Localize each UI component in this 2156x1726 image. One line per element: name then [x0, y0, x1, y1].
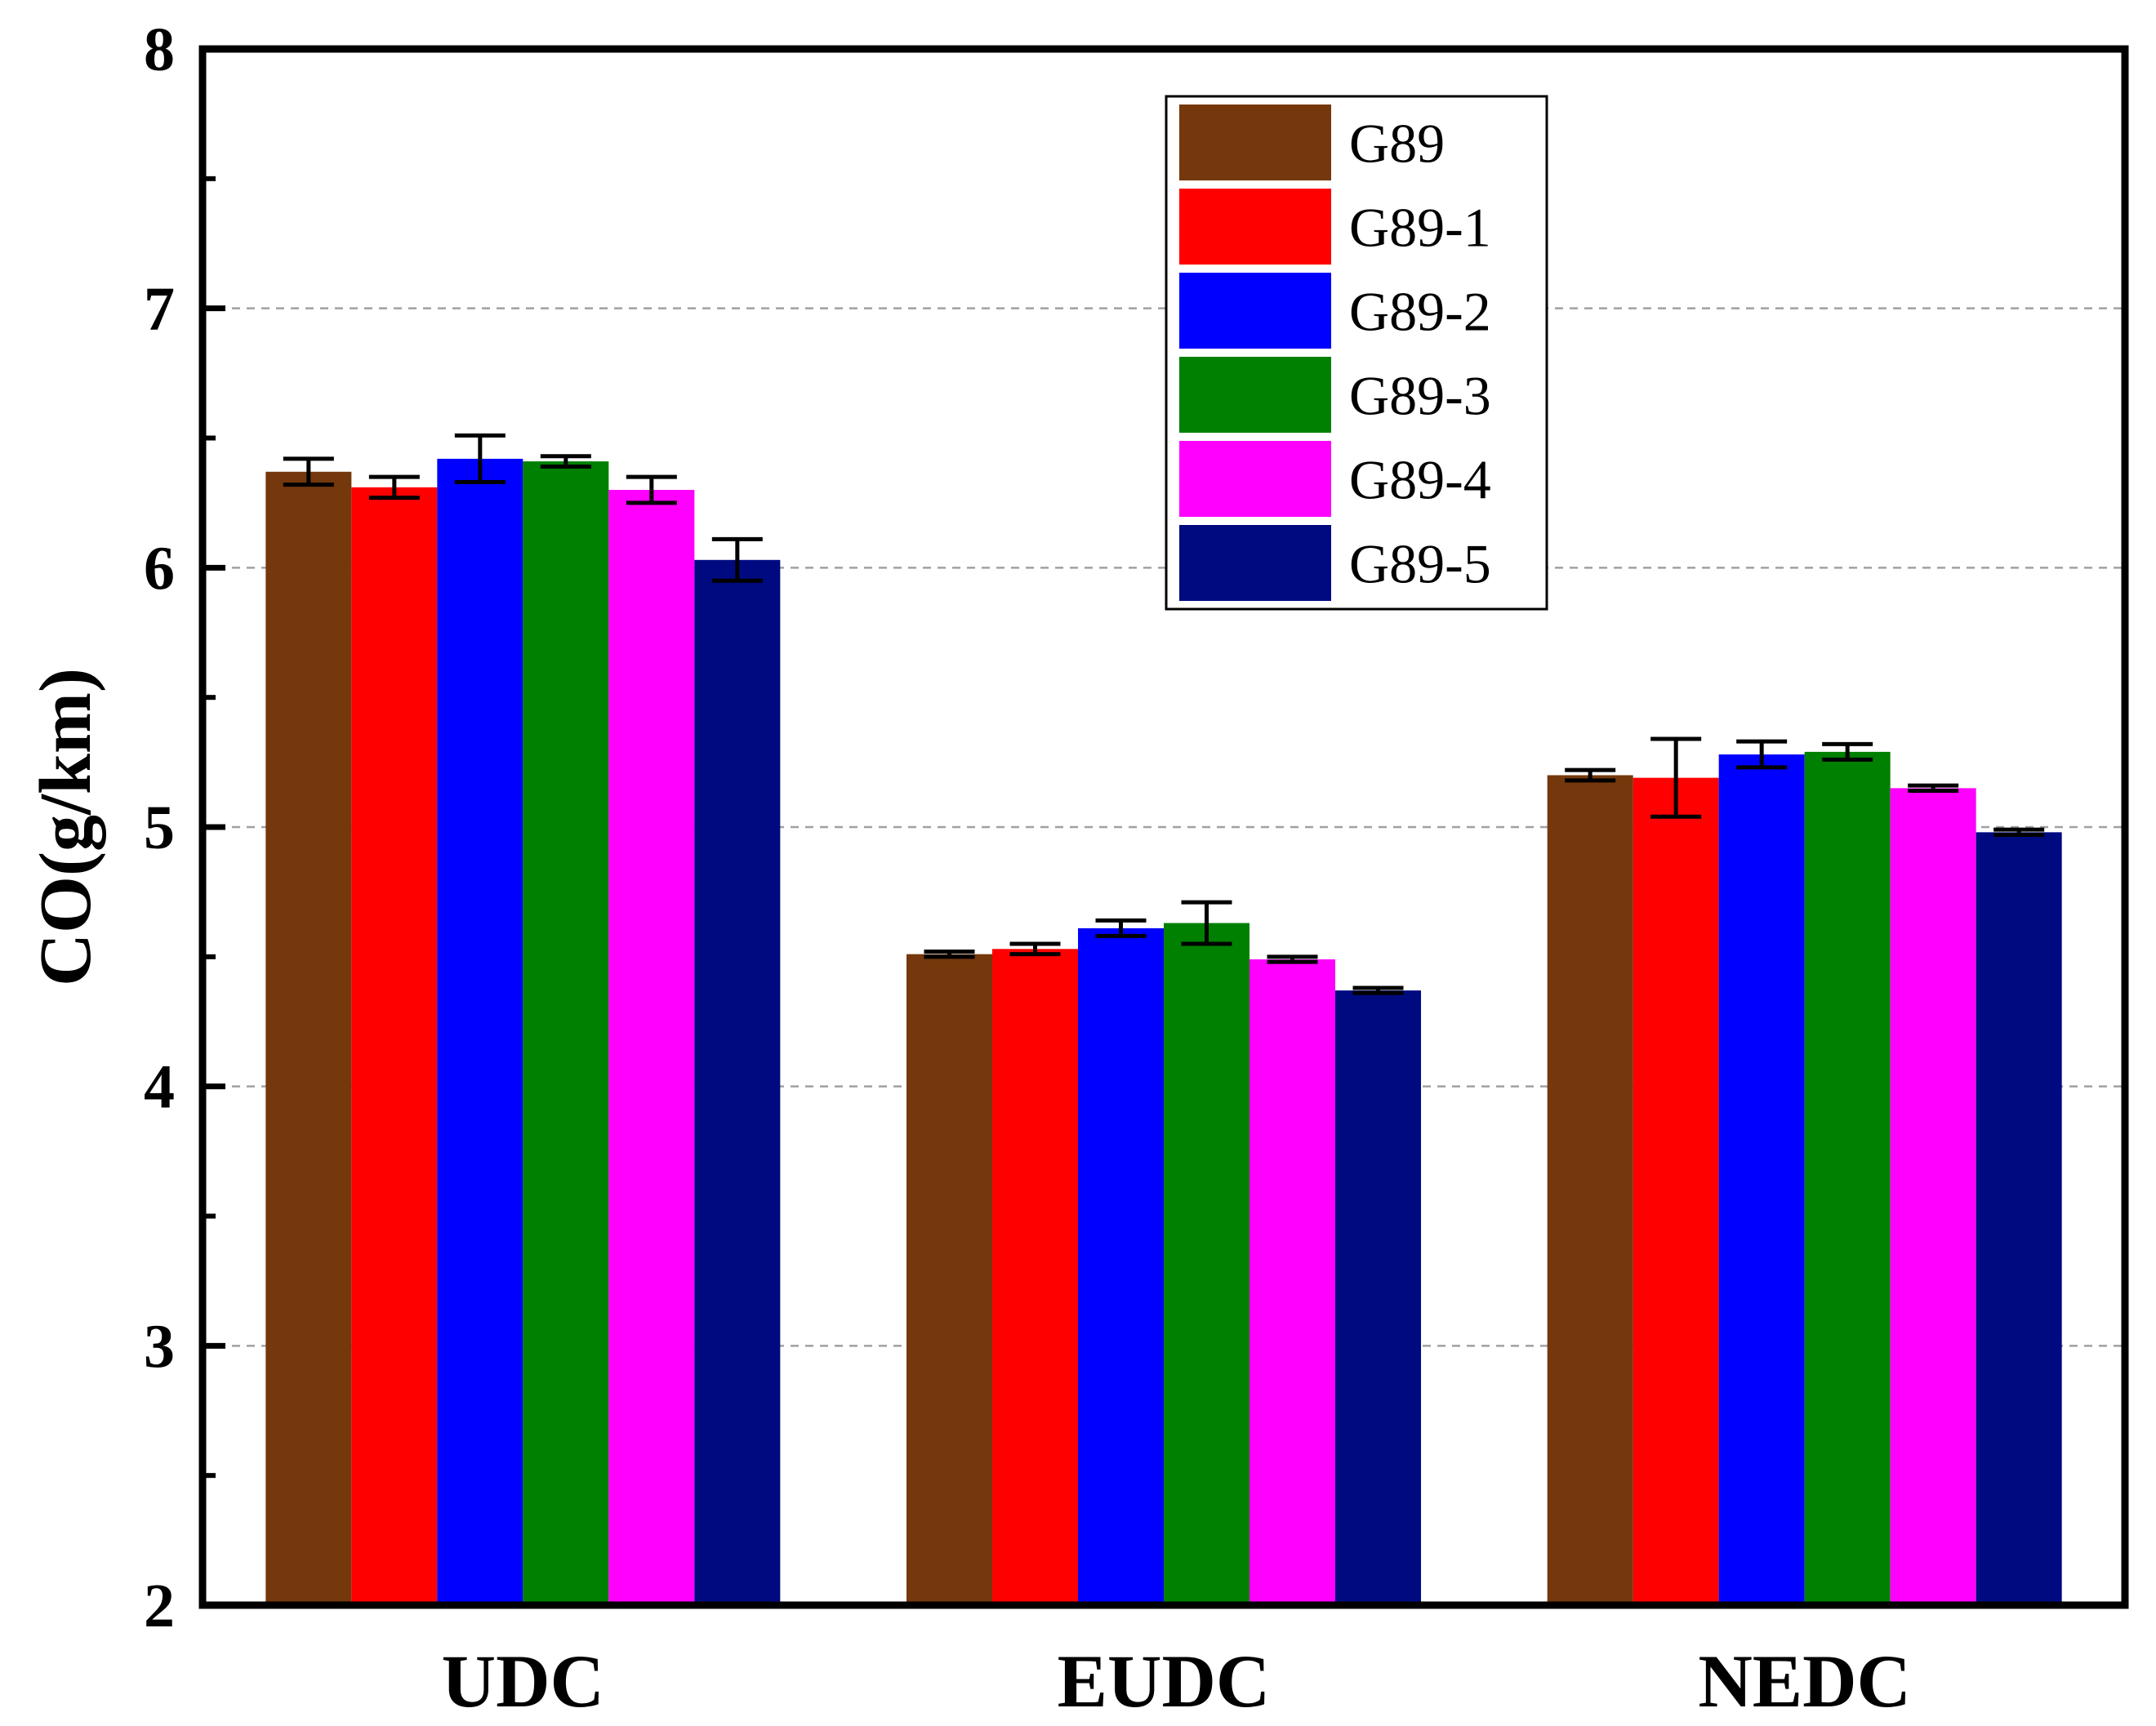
error-bar-nedc-g89-4 — [1908, 783, 1959, 794]
error-bar-eudc-g89 — [924, 949, 975, 959]
legend-box — [1165, 95, 1548, 611]
legend-swatch-g89-2 — [1179, 273, 1331, 349]
error-bar-nedc-g89-5 — [1993, 827, 2045, 838]
bar-udc-g89-1 — [351, 487, 438, 1605]
x-axis: UDC EUDC NEDC — [442, 1639, 1911, 1723]
error-bar-nedc-g89 — [1565, 767, 1616, 783]
bar-eudc-g89-2 — [1078, 928, 1164, 1605]
bars — [265, 458, 2062, 1606]
error-bar-eudc-g89-2 — [1095, 918, 1147, 938]
bar-udc-g89-2 — [437, 458, 523, 1605]
bar-eudc-g89-1 — [992, 949, 1078, 1605]
y-tick-label: 5 — [144, 794, 175, 862]
y-axis: 2 3 4 5 6 7 8 — [144, 16, 225, 1640]
legend-label-g89-2: G89-2 — [1349, 281, 1491, 343]
bar-nedc-g89-3 — [1804, 751, 1891, 1605]
legend-label-g89-5: G89-5 — [1349, 533, 1491, 595]
bar-nedc-g89 — [1547, 775, 1633, 1605]
error-bar-udc-g89-1 — [368, 474, 420, 500]
bar-udc-g89-3 — [523, 461, 609, 1605]
legend-swatch-g89-1 — [1179, 189, 1331, 265]
legend-label-g89: G89 — [1349, 113, 1445, 175]
bar-nedc-g89-5 — [1976, 832, 2062, 1605]
legend-label-g89-1: G89-1 — [1349, 197, 1491, 259]
error-bar-udc-g89-3 — [540, 454, 591, 469]
bar-eudc-g89-4 — [1250, 959, 1335, 1605]
bar-udc-g89-4 — [608, 490, 695, 1605]
bar-eudc-g89 — [906, 954, 992, 1605]
y-tick-label: 6 — [144, 534, 175, 603]
y-tick-label: 2 — [144, 1572, 175, 1640]
y-tick-label: 7 — [144, 275, 175, 344]
error-bar-udc-g89-4 — [626, 474, 677, 505]
bar-nedc-g89-1 — [1633, 777, 1719, 1605]
error-bar-nedc-g89-1 — [1650, 736, 1702, 819]
error-bar-eudc-g89-3 — [1181, 900, 1232, 946]
legend-swatch-g89-4 — [1179, 441, 1331, 517]
bar-eudc-g89-5 — [1335, 990, 1421, 1605]
error-bars — [283, 433, 2045, 995]
x-tick-label-nedc: NEDC — [1698, 1639, 1911, 1723]
error-bar-eudc-g89-5 — [1352, 985, 1404, 995]
x-tick-label-udc: UDC — [442, 1639, 604, 1723]
y-axis-label: CO(g/km) — [25, 668, 106, 986]
x-tick-label-eudc: EUDC — [1058, 1639, 1271, 1723]
error-bar-udc-g89 — [283, 456, 334, 487]
error-bar-nedc-g89-2 — [1736, 739, 1788, 770]
error-bar-nedc-g89-3 — [1822, 741, 1873, 762]
legend-swatch-g89-3 — [1179, 357, 1331, 433]
bar-nedc-g89-2 — [1718, 754, 1805, 1605]
bar-udc-g89 — [265, 471, 352, 1606]
error-bar-eudc-g89-4 — [1267, 954, 1318, 964]
bar-eudc-g89-3 — [1164, 923, 1250, 1605]
error-bar-udc-g89-5 — [711, 536, 763, 583]
legend-swatch-g89-5 — [1179, 525, 1331, 601]
error-bar-udc-g89-2 — [454, 433, 506, 485]
legend: G89 G89-1 G89-2 G89-3 G89-4 G89-5 — [1165, 95, 1548, 611]
bar-udc-g89-5 — [694, 559, 781, 1605]
legend-swatch-g89 — [1179, 105, 1331, 180]
y-tick-label: 3 — [144, 1312, 175, 1381]
bar-nedc-g89-4 — [1890, 788, 1976, 1605]
legend-label-g89-4: G89-4 — [1349, 449, 1491, 511]
y-tick-label: 4 — [144, 1053, 175, 1122]
error-bar-eudc-g89-1 — [1009, 941, 1061, 957]
legend-label-g89-3: G89-3 — [1349, 365, 1491, 427]
y-tick-label: 8 — [144, 16, 175, 84]
